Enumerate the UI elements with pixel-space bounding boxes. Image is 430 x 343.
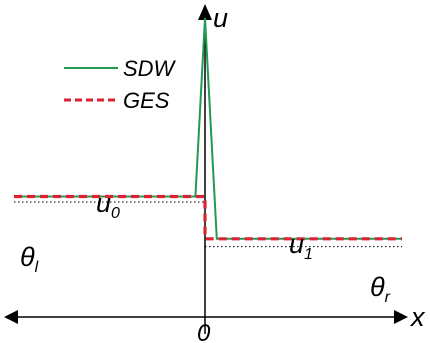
legend-label-ges: GES [123, 88, 170, 113]
legend: SDW GES [64, 56, 177, 113]
series-line-sdw [14, 17, 402, 240]
y-axis-label: u [213, 3, 228, 33]
x-axis-arrow-left [4, 310, 18, 324]
y-axis-arrow [198, 4, 212, 20]
annotation-u0: u0 [96, 188, 120, 222]
origin-label: 0 [197, 320, 211, 343]
annotation-u1: u1 [289, 229, 313, 263]
series-line-ges [14, 194, 402, 241]
legend-label-sdw: SDW [123, 56, 177, 81]
x-axis-arrow-right [394, 310, 408, 324]
x-axis-label: x [409, 302, 426, 332]
annotation-theta-r: θr [370, 272, 391, 306]
annotation-theta-l: θl [20, 242, 39, 276]
